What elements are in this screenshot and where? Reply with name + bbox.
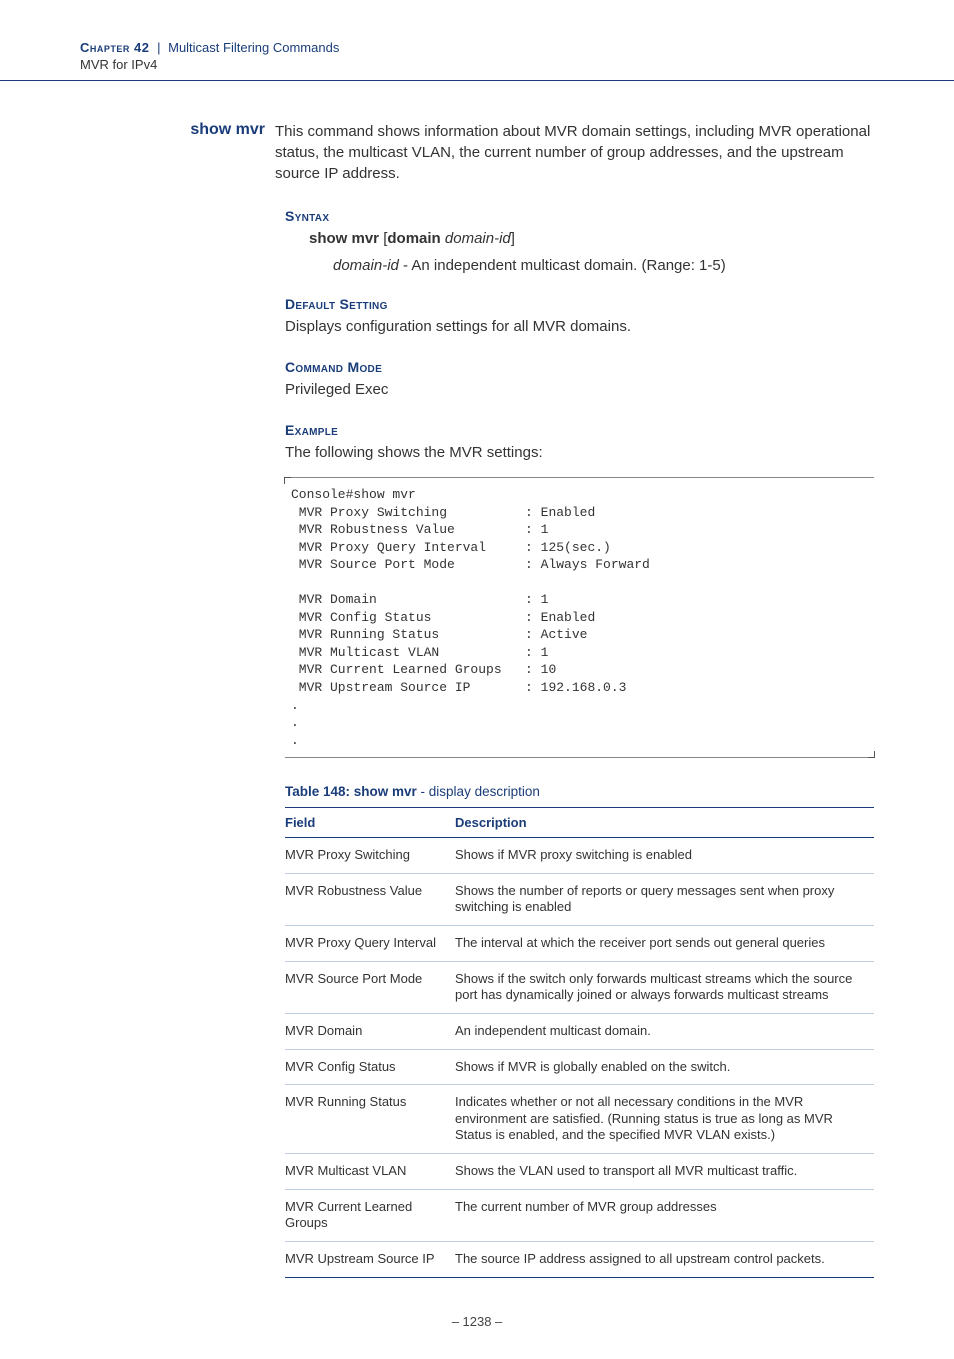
example-code-block: Console#show mvr MVR Proxy Switching : E… [285,477,874,758]
syntax-param-desc: - An independent multicast domain. (Rang… [399,257,726,274]
command-mode-label: Command Mode [285,359,874,375]
description-table: Field Description MVR Proxy SwitchingSho… [285,807,874,1277]
table-cell-field: MVR Upstream Source IP [285,1241,455,1277]
table-cell-desc: The current number of MVR group addresse… [455,1189,874,1241]
table-cell-desc: The interval at which the receiver port … [455,926,874,962]
table-cell-desc: Shows if MVR proxy switching is enabled [455,838,874,874]
table-row: MVR Source Port ModeShows if the switch … [285,961,874,1013]
example-label: Example [285,422,874,438]
table-cell-desc: An independent multicast domain. [455,1013,874,1049]
table-cell-field: MVR Running Status [285,1085,455,1154]
command-heading-row: show mvr This command shows information … [80,121,874,184]
table-cell-desc: Shows if MVR is globally enabled on the … [455,1049,874,1085]
command-mode-text: Privileged Exec [285,379,874,400]
table-row: MVR Robustness ValueShows the number of … [285,873,874,925]
table-cell-desc: Shows the number of reports or query mes… [455,873,874,925]
example-text: The following shows the MVR settings: [285,442,874,463]
syntax-label: Syntax [285,208,874,224]
command-body: Syntax show mvr [domain domain-id] domai… [285,208,874,1278]
table-row: MVR Current Learned GroupsThe current nu… [285,1189,874,1241]
table-cell-field: MVR Proxy Query Interval [285,926,455,962]
table-cell-desc: Shows if the switch only forwards multic… [455,961,874,1013]
page-content: show mvr This command shows information … [0,81,954,1359]
syntax-param: domain-id - An independent multicast dom… [333,257,874,274]
chapter-separator: | [157,40,160,55]
table-header-desc: Description [455,808,874,838]
table-cell-field: MVR Current Learned Groups [285,1189,455,1241]
command-name: show mvr [80,121,275,139]
table-row: MVR Running StatusIndicates whether or n… [285,1085,874,1154]
table-title-rest: - display description [417,784,540,799]
table-cell-field: MVR Source Port Mode [285,961,455,1013]
table-row: MVR DomainAn independent multicast domai… [285,1013,874,1049]
table-cell-desc: The source IP address assigned to all up… [455,1241,874,1277]
command-description: This command shows information about MVR… [275,121,874,184]
table-cell-desc: Shows the VLAN used to transport all MVR… [455,1154,874,1190]
syntax-keyword: domain [387,230,440,247]
table-row: MVR Proxy SwitchingShows if MVR proxy sw… [285,838,874,874]
table-cell-field: MVR Domain [285,1013,455,1049]
table-header-field: Field [285,808,455,838]
table-title-bold: Table 148: show mvr [285,784,417,799]
page-number: – 1238 – [80,1314,874,1329]
syntax-cmd: show mvr [309,230,379,247]
table-header-row: Field Description [285,808,874,838]
table-cell-field: MVR Multicast VLAN [285,1154,455,1190]
syntax-param-name: domain-id [333,257,399,274]
chapter-line: Chapter 42 | Multicast Filtering Command… [80,40,874,55]
chapter-subtitle: MVR for IPv4 [80,57,874,72]
table-cell-field: MVR Config Status [285,1049,455,1085]
chapter-title: Multicast Filtering Commands [168,40,339,55]
syntax-line: show mvr [domain domain-id] [309,230,874,247]
default-setting-label: Default Setting [285,296,874,312]
table-title: Table 148: show mvr - display descriptio… [285,784,874,799]
table-cell-desc: Indicates whether or not all necessary c… [455,1085,874,1154]
table-cell-field: MVR Proxy Switching [285,838,455,874]
syntax-arg: domain-id [445,230,511,247]
chapter-label: Chapter 42 [80,40,149,55]
table-row: MVR Multicast VLANShows the VLAN used to… [285,1154,874,1190]
table-row: MVR Proxy Query IntervalThe interval at … [285,926,874,962]
table-row: MVR Config StatusShows if MVR is globall… [285,1049,874,1085]
syntax-bracket-close: ] [511,230,515,247]
default-setting-text: Displays configuration settings for all … [285,316,874,337]
table-row: MVR Upstream Source IPThe source IP addr… [285,1241,874,1277]
page-header: Chapter 42 | Multicast Filtering Command… [0,0,954,81]
table-cell-field: MVR Robustness Value [285,873,455,925]
